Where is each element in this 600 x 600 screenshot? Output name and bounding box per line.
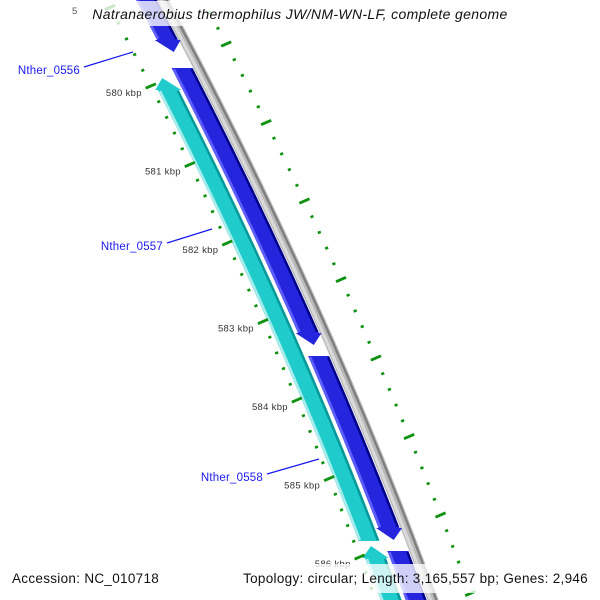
minor-tick [400,418,405,423]
minor-tick [216,26,220,31]
minor-tick [203,194,207,198]
gene-callout-line [83,51,134,68]
minor-tick [432,497,437,502]
minor-tick [239,272,244,277]
gene-callout-line [266,458,320,475]
minor-tick [295,183,299,188]
minor-tick [346,293,351,298]
minor-tick [288,382,293,387]
minor-tick [310,214,314,219]
minor-tick [317,230,322,235]
minor-tick [351,539,356,544]
tick-ring-outer [207,10,476,597]
minor-tick [246,288,251,292]
major-tick [257,318,269,325]
minor-tick [254,303,258,308]
map-title: Natranaerobius thermophilus JW/NM-WN-LF,… [92,5,508,22]
minor-tick [267,335,272,340]
minor-tick [320,460,325,465]
major-tick [335,276,347,283]
obscured-tick-label: 5 [72,6,78,17]
gene-label[interactable]: Nther_0558 [201,472,263,484]
minor-tick [240,73,245,78]
minor-tick [180,146,185,151]
ruler-tick-label: 585 kbp [284,481,320,492]
minor-tick [301,413,306,418]
minor-tick [274,351,279,355]
minor-tick [195,178,200,183]
ruler-tick-label: 584 kbp [252,402,288,413]
minor-tick [124,37,129,41]
minor-tick [413,450,418,455]
backbone-ring [157,0,439,600]
minor-tick [272,136,276,141]
ruler-tick-label: 580 kbp [106,88,142,99]
minor-tick [132,52,137,57]
minor-tick [331,261,336,266]
major-tick [434,511,447,519]
minor-tick [156,99,161,104]
minor-tick [339,508,344,512]
minor-tick [281,366,286,371]
minor-tick [232,256,237,261]
minor-tick [218,225,222,230]
ruler-tick-label: 583 kbp [218,324,254,335]
major-tick [323,475,335,482]
minor-tick [164,115,169,120]
major-tick [354,553,366,561]
minor-tick [456,560,461,564]
gene-arrow [308,356,403,540]
gene-callout-line [166,228,213,244]
major-tick [403,433,415,440]
gene-labels: Nther_0556 Nther_0557 Nther_0558 [18,51,320,484]
minor-tick [140,68,145,73]
minor-tick [345,523,350,528]
minor-tick [333,492,338,497]
minor-tick [380,371,385,376]
major-tick [184,161,196,168]
tick-ring-inner [104,4,374,591]
minor-tick [210,209,215,214]
ruler-tick-label: 582 kbp [182,245,218,256]
minor-tick [360,324,365,329]
major-tick [145,82,157,90]
major-tick [260,119,272,126]
minor-tick [387,387,392,392]
major-tick [291,396,303,404]
minor-tick [353,309,358,313]
major-tick [221,239,233,247]
minor-tick [367,340,372,345]
title-bar: Natranaerobius thermophilus JW/NM-WN-LF,… [0,1,600,26]
minor-tick [394,403,398,407]
genome-summary-label: Topology: circular; Length: 3,165,557 bp… [243,571,588,586]
minor-tick [232,57,237,62]
gene-label[interactable]: Nther_0557 [101,241,163,253]
minor-tick [450,544,455,549]
minor-tick [256,104,261,109]
reverse-strand-gene-ring [155,78,402,600]
minor-tick [426,481,431,486]
minor-tick [314,445,319,449]
minor-tick [172,131,177,135]
major-tick [370,354,382,362]
minor-tick [324,246,329,250]
ruler-tick-label: 581 kbp [145,167,181,178]
accession-label: Accession: NC_010718 [12,571,160,586]
minor-tick [308,429,312,434]
minor-tick [287,167,292,172]
major-tick [298,197,311,205]
gene-label[interactable]: Nther_0556 [18,65,80,77]
major-tick [220,40,232,48]
minor-tick [279,152,284,156]
minor-tick [444,528,449,533]
minor-tick [419,466,424,470]
status-bar: Accession: NC_010718 Topology: circular;… [0,564,600,593]
minor-tick [248,89,253,93]
